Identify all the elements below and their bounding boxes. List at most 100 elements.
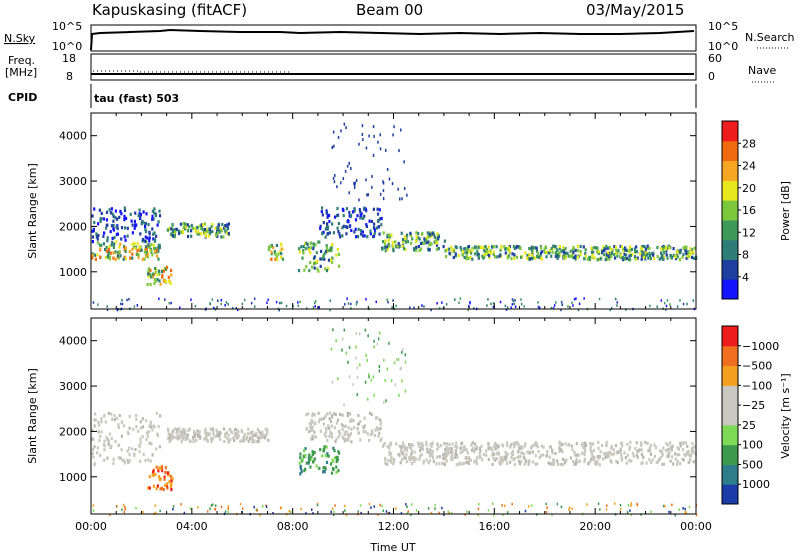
power-data-cell xyxy=(153,207,156,211)
power-data-cell xyxy=(325,244,328,248)
power-data-cell xyxy=(663,251,666,255)
power-data-cell xyxy=(94,257,98,261)
power-data-cell xyxy=(363,214,366,218)
power-noise-cell xyxy=(560,308,562,312)
velocity-data-cell xyxy=(578,459,582,463)
velocity-noise-cell xyxy=(671,503,673,507)
power-data-cell xyxy=(208,228,211,232)
velocity-data-cell xyxy=(192,430,196,434)
velocity-data-cell xyxy=(251,436,254,441)
velocity-data-cell xyxy=(656,460,659,464)
velocity-data-cell xyxy=(582,446,585,450)
velocity-data-cell xyxy=(540,444,543,448)
power-data-cell xyxy=(467,248,470,252)
velocity-data-cell xyxy=(103,448,106,452)
power-noise-cell xyxy=(266,301,268,304)
velocity-data-cell xyxy=(592,456,596,460)
power-data-cell xyxy=(692,256,696,260)
power-noise-cell xyxy=(329,308,331,312)
velocity-data-cell xyxy=(537,449,540,454)
velocity-data-cell xyxy=(147,430,150,434)
velocity-data-cell xyxy=(383,441,386,446)
power-data-cell xyxy=(108,255,112,259)
power-data-cell xyxy=(315,251,318,255)
velocity-data-cell xyxy=(401,451,404,455)
velocity-noise-cell xyxy=(528,505,530,508)
velocity-data-cell xyxy=(605,443,608,447)
power-data-cell xyxy=(157,220,160,224)
power-data-cell xyxy=(354,218,358,222)
velocity-data-cell xyxy=(648,446,651,450)
velocity-data-cell xyxy=(510,455,513,459)
velocity-data-cell xyxy=(319,448,322,452)
power-data-cell xyxy=(316,267,319,271)
velocity-noise-cell xyxy=(560,505,563,509)
velocity-data-cell xyxy=(485,449,488,453)
power-data-cell xyxy=(96,253,99,257)
power-data-cell xyxy=(610,251,613,255)
power-data-cell xyxy=(114,216,117,220)
power-noise-cell xyxy=(168,302,171,305)
power-data-cell xyxy=(384,249,387,253)
power-data-cell xyxy=(512,244,515,249)
power-data-cell xyxy=(131,256,134,260)
power-noise-cell xyxy=(573,298,576,301)
power-high-echo xyxy=(393,125,395,129)
power-noise-cell xyxy=(267,298,269,301)
velocity-data-cell xyxy=(402,450,405,454)
velocity-data-cell xyxy=(678,453,681,457)
power-data-cell xyxy=(641,244,644,249)
power-data-cell xyxy=(427,247,430,251)
velocity-data-cell xyxy=(387,458,390,462)
nsky-tick-top: 10^5 xyxy=(52,20,82,33)
velocity-data-cell xyxy=(629,445,632,449)
power-data-cell xyxy=(381,247,384,251)
power-data-cell xyxy=(148,232,151,236)
power-noise-cell xyxy=(314,301,316,305)
velocity-data-cell xyxy=(157,424,160,429)
velocity-data-cell xyxy=(165,484,169,488)
velocity-data-cell xyxy=(380,437,383,441)
power-data-cell xyxy=(96,241,100,245)
power-data-cell xyxy=(636,256,639,260)
velocity-noise-cell xyxy=(227,505,230,508)
velocity-data-cell xyxy=(246,432,249,436)
velocity-data-cell xyxy=(233,438,236,442)
power-data-cell xyxy=(139,232,142,236)
power-data-cell xyxy=(112,256,115,260)
power-data-cell xyxy=(492,245,495,249)
power-data-cell xyxy=(526,254,529,258)
velocity-data-cell xyxy=(564,461,567,465)
velocity-data-cell xyxy=(461,449,464,453)
power-data-cell xyxy=(112,224,115,228)
velocity-data-cell xyxy=(629,440,632,444)
power-data-cell xyxy=(662,255,666,259)
velocity-data-cell xyxy=(662,446,665,450)
velocity-data-cell xyxy=(107,439,110,443)
velocity-noise-cell xyxy=(545,510,548,514)
velocity-high-echo xyxy=(348,375,351,379)
power-high-echo xyxy=(353,186,356,190)
velocity-noise-cell xyxy=(605,508,608,511)
power-data-cell xyxy=(100,243,103,247)
power-data-cell xyxy=(100,211,103,215)
velocity-data-cell xyxy=(679,444,682,448)
power-data-cell xyxy=(179,222,182,226)
velocity-data-cell xyxy=(370,429,373,433)
velocity-data-cell xyxy=(425,440,428,444)
power-data-cell xyxy=(664,247,667,251)
power-data-cell xyxy=(540,257,543,261)
velocity-data-cell xyxy=(442,453,445,457)
velocity-data-cell xyxy=(533,443,536,447)
velocity-data-cell xyxy=(324,435,328,439)
power-noise-cell xyxy=(537,301,539,304)
velocity-data-cell xyxy=(405,460,408,464)
power-data-cell xyxy=(591,254,594,258)
power-data-cell xyxy=(485,251,488,255)
power-data-cell xyxy=(383,242,387,246)
velocity-data-cell xyxy=(520,460,523,464)
power-data-cell xyxy=(477,253,480,257)
power-noise-cell xyxy=(439,307,441,310)
velocity-noise-cell xyxy=(288,510,290,513)
power-noise-cell xyxy=(505,308,508,311)
